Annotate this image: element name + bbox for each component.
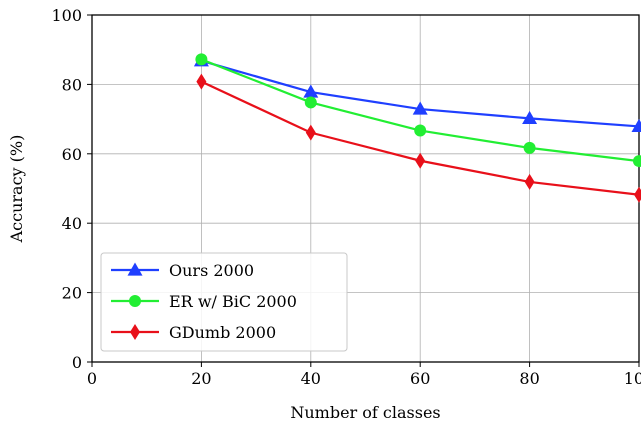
legend: Ours 2000 ER w/ BiC 2000 GDumb 2000 (100, 252, 348, 352)
data-point (524, 173, 535, 190)
x-tick-label: 80 (519, 369, 539, 388)
data-point (303, 84, 319, 98)
legend-box (100, 252, 348, 352)
x-tick-label: 20 (191, 369, 211, 388)
data-point (634, 186, 641, 203)
y-tick-label: 20 (62, 284, 82, 303)
data-point (304, 96, 317, 109)
series-triangle (193, 53, 641, 133)
y-tick-label: 60 (62, 145, 82, 164)
data-point (415, 152, 426, 169)
legend-label: Ours 2000 (169, 261, 254, 280)
data-point (522, 110, 538, 125)
legend-marker (129, 295, 141, 307)
x-tick-label: 40 (301, 369, 321, 388)
x-axis-label: Number of classes (290, 403, 440, 422)
data-point (196, 73, 207, 90)
data-point (195, 53, 208, 66)
y-tick-label: 80 (62, 75, 82, 94)
series-lines (193, 53, 641, 203)
y-tick-label: 40 (62, 214, 82, 233)
data-point (414, 124, 427, 137)
y-tick-label: 0 (72, 353, 82, 372)
y-tick-label: 100 (51, 6, 82, 25)
data-point (523, 141, 536, 154)
y-axis-label: Accuracy (%) (7, 135, 26, 244)
data-point (305, 124, 316, 141)
data-point (633, 155, 641, 168)
legend-marker (130, 324, 140, 340)
axis-ticks: 0 20 40 60 80 100 0 20 40 60 80 100 (51, 6, 641, 388)
series-diamond (196, 73, 641, 203)
x-tick-label: 0 (87, 369, 97, 388)
x-tick-label: 100 (624, 369, 641, 388)
data-point (412, 101, 428, 115)
legend-marker (127, 262, 143, 276)
series-circle (195, 53, 641, 168)
legend-label: GDumb 2000 (169, 323, 276, 342)
x-tick-label: 60 (410, 369, 430, 388)
data-point (631, 118, 641, 133)
legend-label: ER w/ BiC 2000 (169, 292, 297, 311)
